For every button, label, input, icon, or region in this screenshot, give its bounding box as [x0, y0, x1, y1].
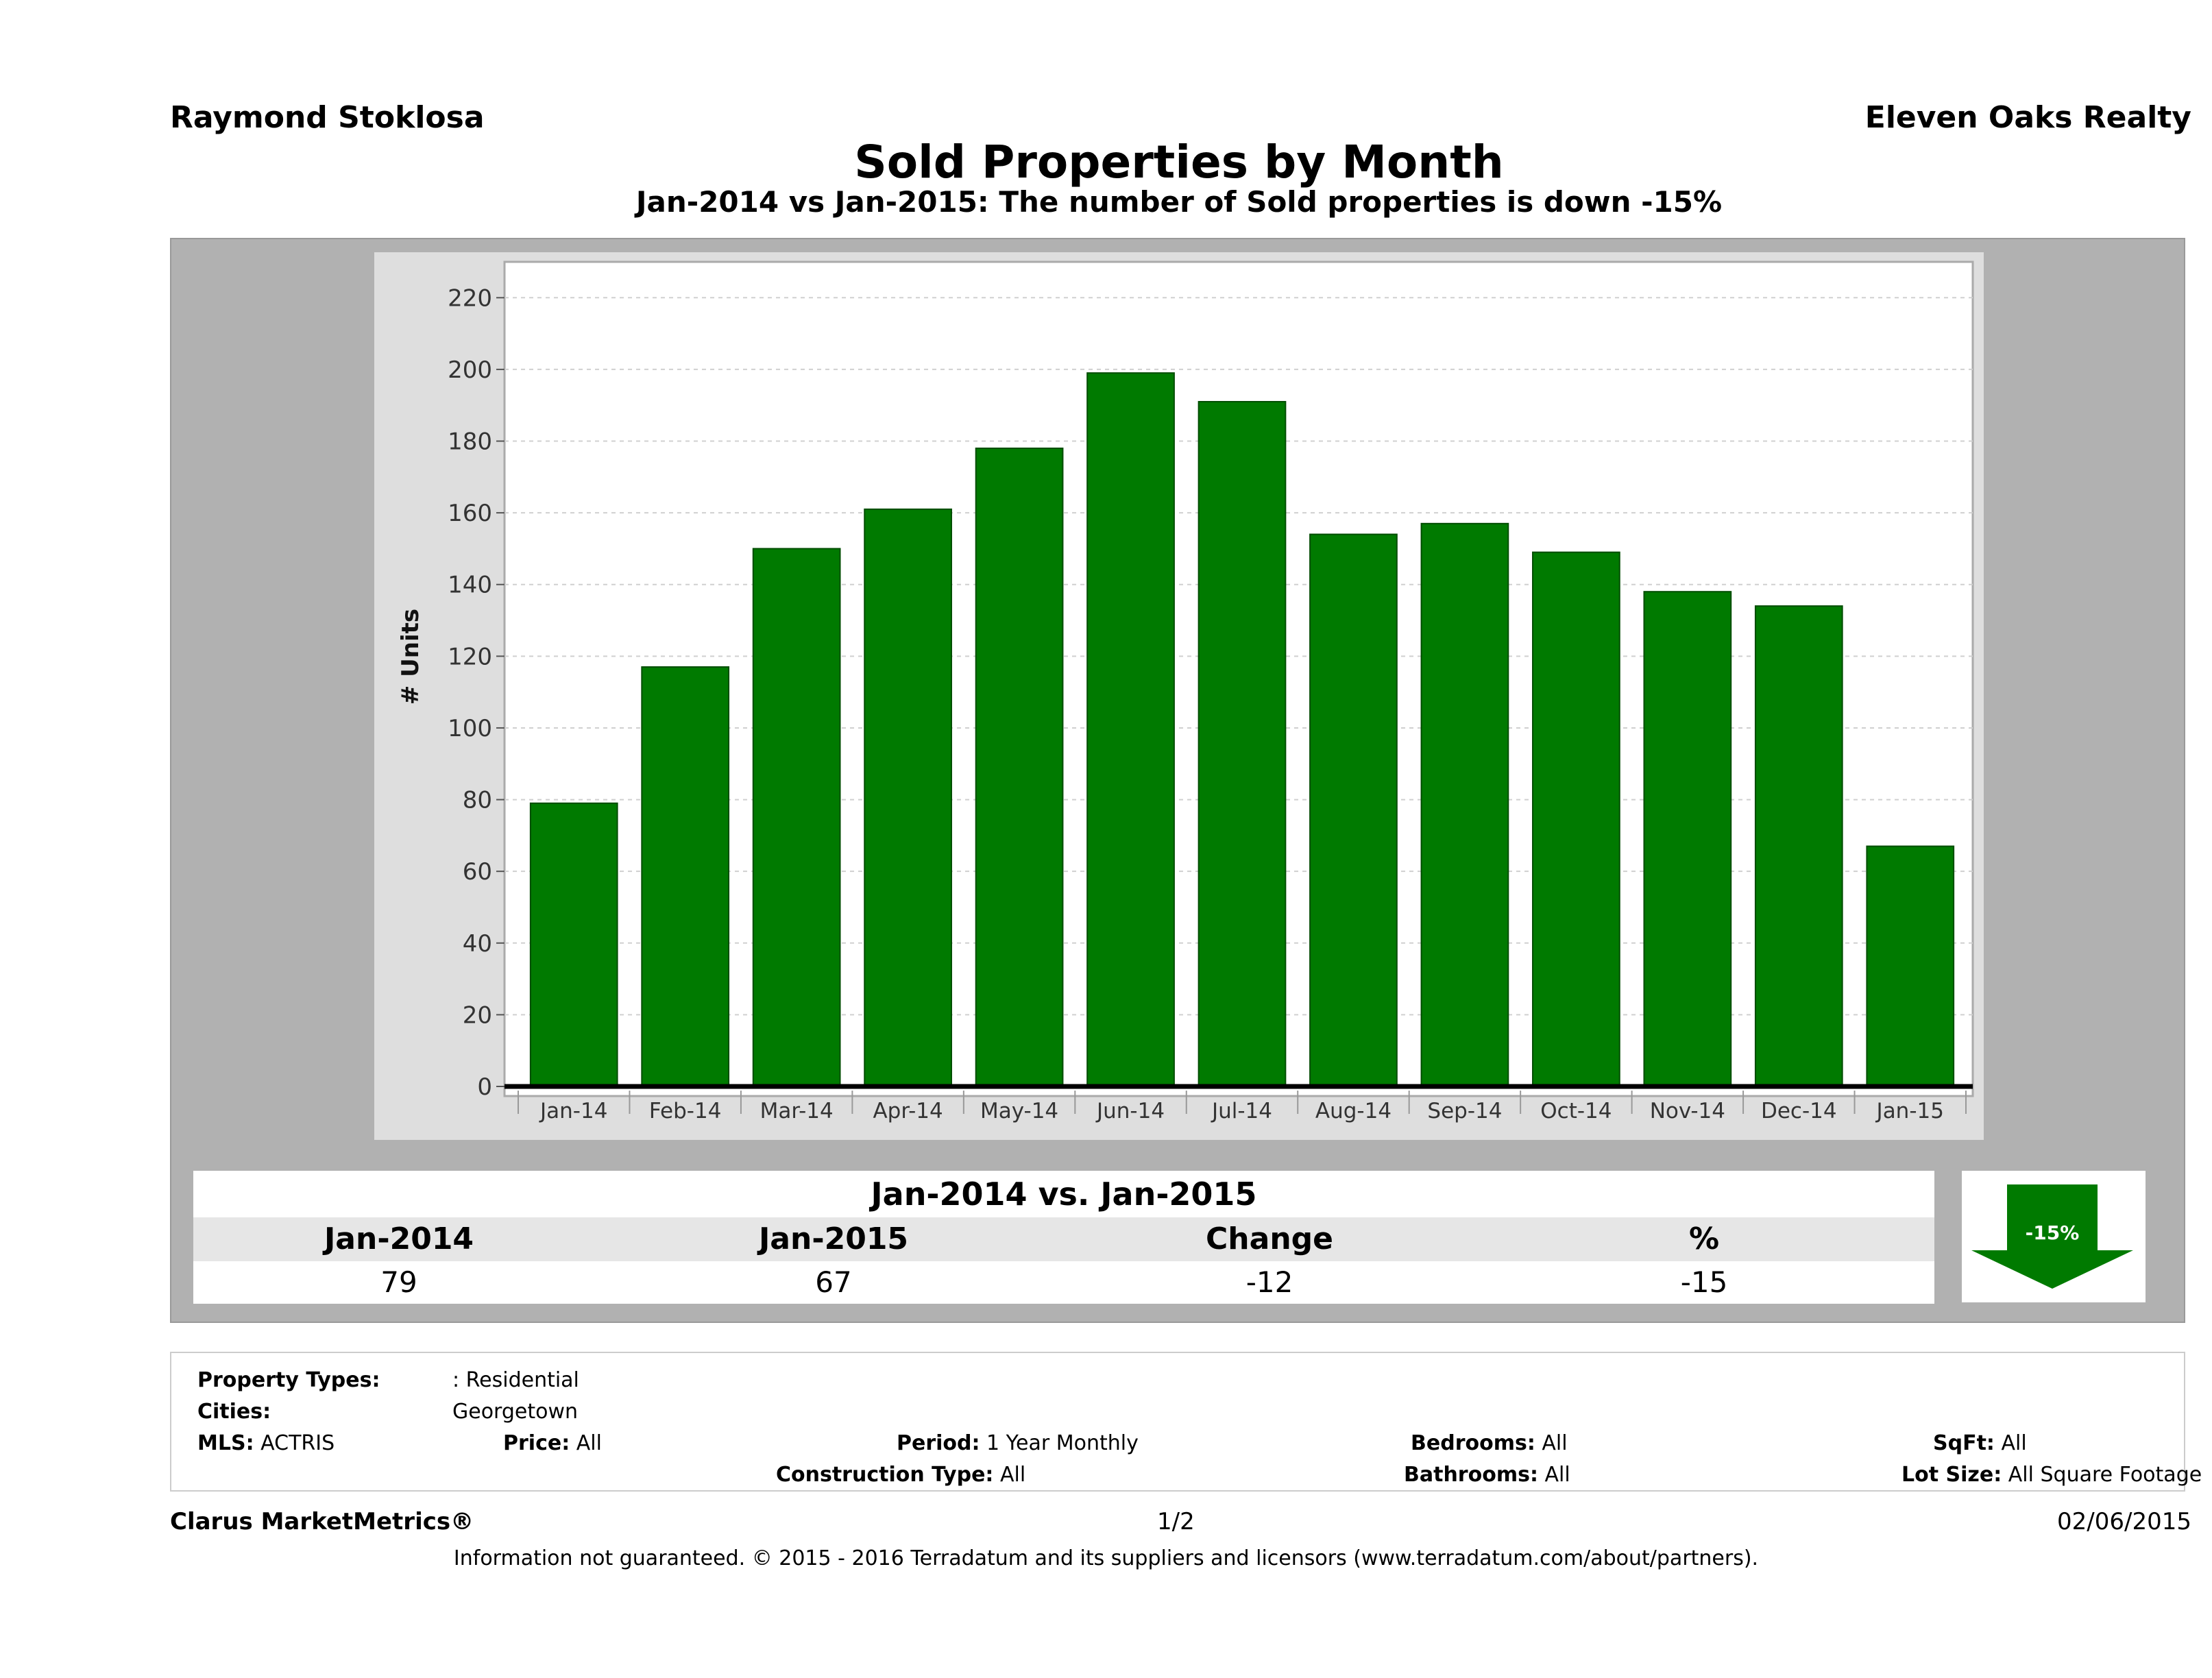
summary-values-row: 79 67 -12 -15 [193, 1261, 1934, 1304]
x-tick-label: Feb-14 [649, 1099, 722, 1123]
x-tick-label: Oct-14 [1540, 1099, 1612, 1123]
bar [1754, 605, 1843, 1087]
axis-layer: 0 20 40 60 80 100 120 140 160 180 200 220 Jan-14 Feb-… [448, 284, 1973, 1123]
report-title: Sold Properties by Month [854, 136, 1504, 189]
summary-value-start: 79 [380, 1265, 417, 1299]
x-tick-label: Dec-14 [1761, 1099, 1837, 1123]
bar [641, 666, 730, 1087]
x-tick-label: Aug-14 [1315, 1099, 1391, 1123]
summary-value-end: 67 [815, 1265, 852, 1299]
bar [1420, 522, 1509, 1088]
bar [975, 447, 1064, 1087]
criteria-period: Period: 1 Year Monthly [897, 1431, 1139, 1455]
x-tick-label: Jul-14 [1211, 1099, 1272, 1123]
y-tick-label: 120 [448, 643, 492, 670]
criteria-sqft: SqFt: All [1933, 1431, 2027, 1455]
x-tick-label: Mar-14 [760, 1099, 834, 1123]
criteria-property-types-value: : Residential [452, 1368, 579, 1392]
y-tick-label: 60 [463, 858, 492, 886]
x-tick-label: Nov-14 [1650, 1099, 1725, 1123]
y-tick-label: 220 [448, 284, 492, 312]
criteria-cities: Cities: [197, 1400, 271, 1424]
summary-value-change: -12 [1245, 1265, 1293, 1299]
x-tick-label: Apr-14 [873, 1099, 943, 1123]
search-criteria: Property Types: : Residential Cities: Ge… [170, 1352, 2202, 1492]
down-arrow-icon: -15% [1971, 1184, 2133, 1289]
bar [1309, 533, 1398, 1087]
bar [1643, 591, 1732, 1087]
summary-header-end: Jan-2015 [758, 1221, 909, 1256]
y-tick-label: 100 [448, 715, 492, 742]
y-tick-label: 180 [448, 428, 492, 456]
bar [1198, 400, 1287, 1088]
y-tick-label: 200 [448, 356, 492, 384]
sold-properties-chart: 0 20 40 60 80 100 120 140 160 180 200 220 Jan-14 Feb-… [397, 260, 1974, 1123]
criteria-lot-size: Lot Size: All Square Footage [1901, 1463, 2202, 1487]
criteria-bathrooms: Bathrooms: All [1404, 1463, 1570, 1487]
company-name: Eleven Oaks Realty [1864, 100, 2191, 135]
criteria-property-types: Property Types: [197, 1368, 380, 1392]
y-tick-label: 140 [448, 572, 492, 599]
y-tick-label: 20 [463, 1001, 492, 1029]
criteria-price: Price: All [503, 1431, 602, 1455]
bar [1086, 372, 1175, 1088]
x-tick-label: May-14 [980, 1099, 1058, 1123]
report-subtitle: Jan-2014 vs Jan-2015: The number of Sold… [635, 185, 1723, 219]
summary-header-start: Jan-2014 [324, 1221, 474, 1256]
y-tick-label: 0 [477, 1073, 492, 1101]
summary-header-percent: % [1688, 1221, 1720, 1256]
x-tick-label: Jan-15 [1875, 1099, 1944, 1123]
y-tick-label: 80 [463, 787, 492, 814]
y-tick-label: 160 [448, 500, 492, 527]
bar [1866, 845, 1955, 1087]
criteria-cities-value: Georgetown [452, 1400, 579, 1424]
summary-value-percent: -15 [1680, 1265, 1728, 1299]
footer-date: 02/06/2015 [2057, 1508, 2191, 1535]
bar [1532, 551, 1620, 1087]
footer-disclaimer: Information not guaranteed. © 2015 - 201… [453, 1546, 1759, 1570]
criteria-bedrooms: Bedrooms: All [1411, 1431, 1568, 1455]
y-axis-label: # Units [397, 609, 424, 705]
bar [864, 508, 952, 1087]
criteria-mls: MLS: ACTRIS [197, 1431, 335, 1455]
summary-title: Jan-2014 vs. Jan-2015 [193, 1171, 1934, 1217]
x-tick-label: Jan-14 [539, 1099, 607, 1123]
criteria-construction: Construction Type: All [776, 1463, 1026, 1487]
change-badge-text: -15% [2026, 1221, 2080, 1244]
change-badge: -15% [1962, 1171, 2146, 1302]
bar [529, 802, 618, 1087]
footer-page-number: 1/2 [1157, 1508, 1195, 1535]
x-tick-label: Jun-14 [1095, 1099, 1165, 1123]
agent-name: Raymond Stoklosa [170, 100, 485, 135]
y-tick-label: 40 [463, 930, 492, 958]
footer-brand: Clarus MarketMetrics® [170, 1508, 474, 1535]
bar [752, 548, 841, 1088]
summary-header-row: Jan-2014 Jan-2015 Change % [193, 1217, 1934, 1261]
x-tick-label: Sep-14 [1427, 1099, 1502, 1123]
bar-layer [529, 372, 1955, 1088]
summary-header-change: Change [1206, 1221, 1333, 1256]
